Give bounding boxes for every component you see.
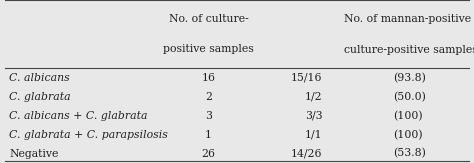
Text: positive samples: positive samples: [163, 44, 254, 54]
Text: 1: 1: [205, 130, 212, 140]
Text: No. of mannan-positive / no. of: No. of mannan-positive / no. of: [344, 14, 474, 24]
Text: 26: 26: [201, 148, 216, 159]
Text: 3: 3: [205, 111, 212, 121]
Text: C. albicans: C. albicans: [9, 73, 70, 83]
Text: 3/3: 3/3: [305, 111, 322, 121]
Text: (93.8): (93.8): [393, 73, 426, 83]
Text: (50.0): (50.0): [393, 92, 426, 102]
Text: (100): (100): [393, 111, 423, 121]
Text: C. glabrata: C. glabrata: [9, 92, 71, 102]
Text: C. glabrata + C. parapsilosis: C. glabrata + C. parapsilosis: [9, 130, 168, 140]
Text: culture-positive samples (%): culture-positive samples (%): [344, 44, 474, 55]
Text: Negative: Negative: [9, 148, 59, 159]
Text: 15/16: 15/16: [291, 73, 322, 83]
Text: 1/1: 1/1: [305, 130, 322, 140]
Text: 1/2: 1/2: [305, 92, 322, 102]
Text: 14/26: 14/26: [291, 148, 322, 159]
Text: 16: 16: [201, 73, 216, 83]
Text: (53.8): (53.8): [393, 148, 426, 159]
Text: 2: 2: [205, 92, 212, 102]
Text: C. albicans + C. glabrata: C. albicans + C. glabrata: [9, 111, 148, 121]
Text: No. of culture-: No. of culture-: [169, 14, 248, 24]
Text: (100): (100): [393, 129, 423, 140]
